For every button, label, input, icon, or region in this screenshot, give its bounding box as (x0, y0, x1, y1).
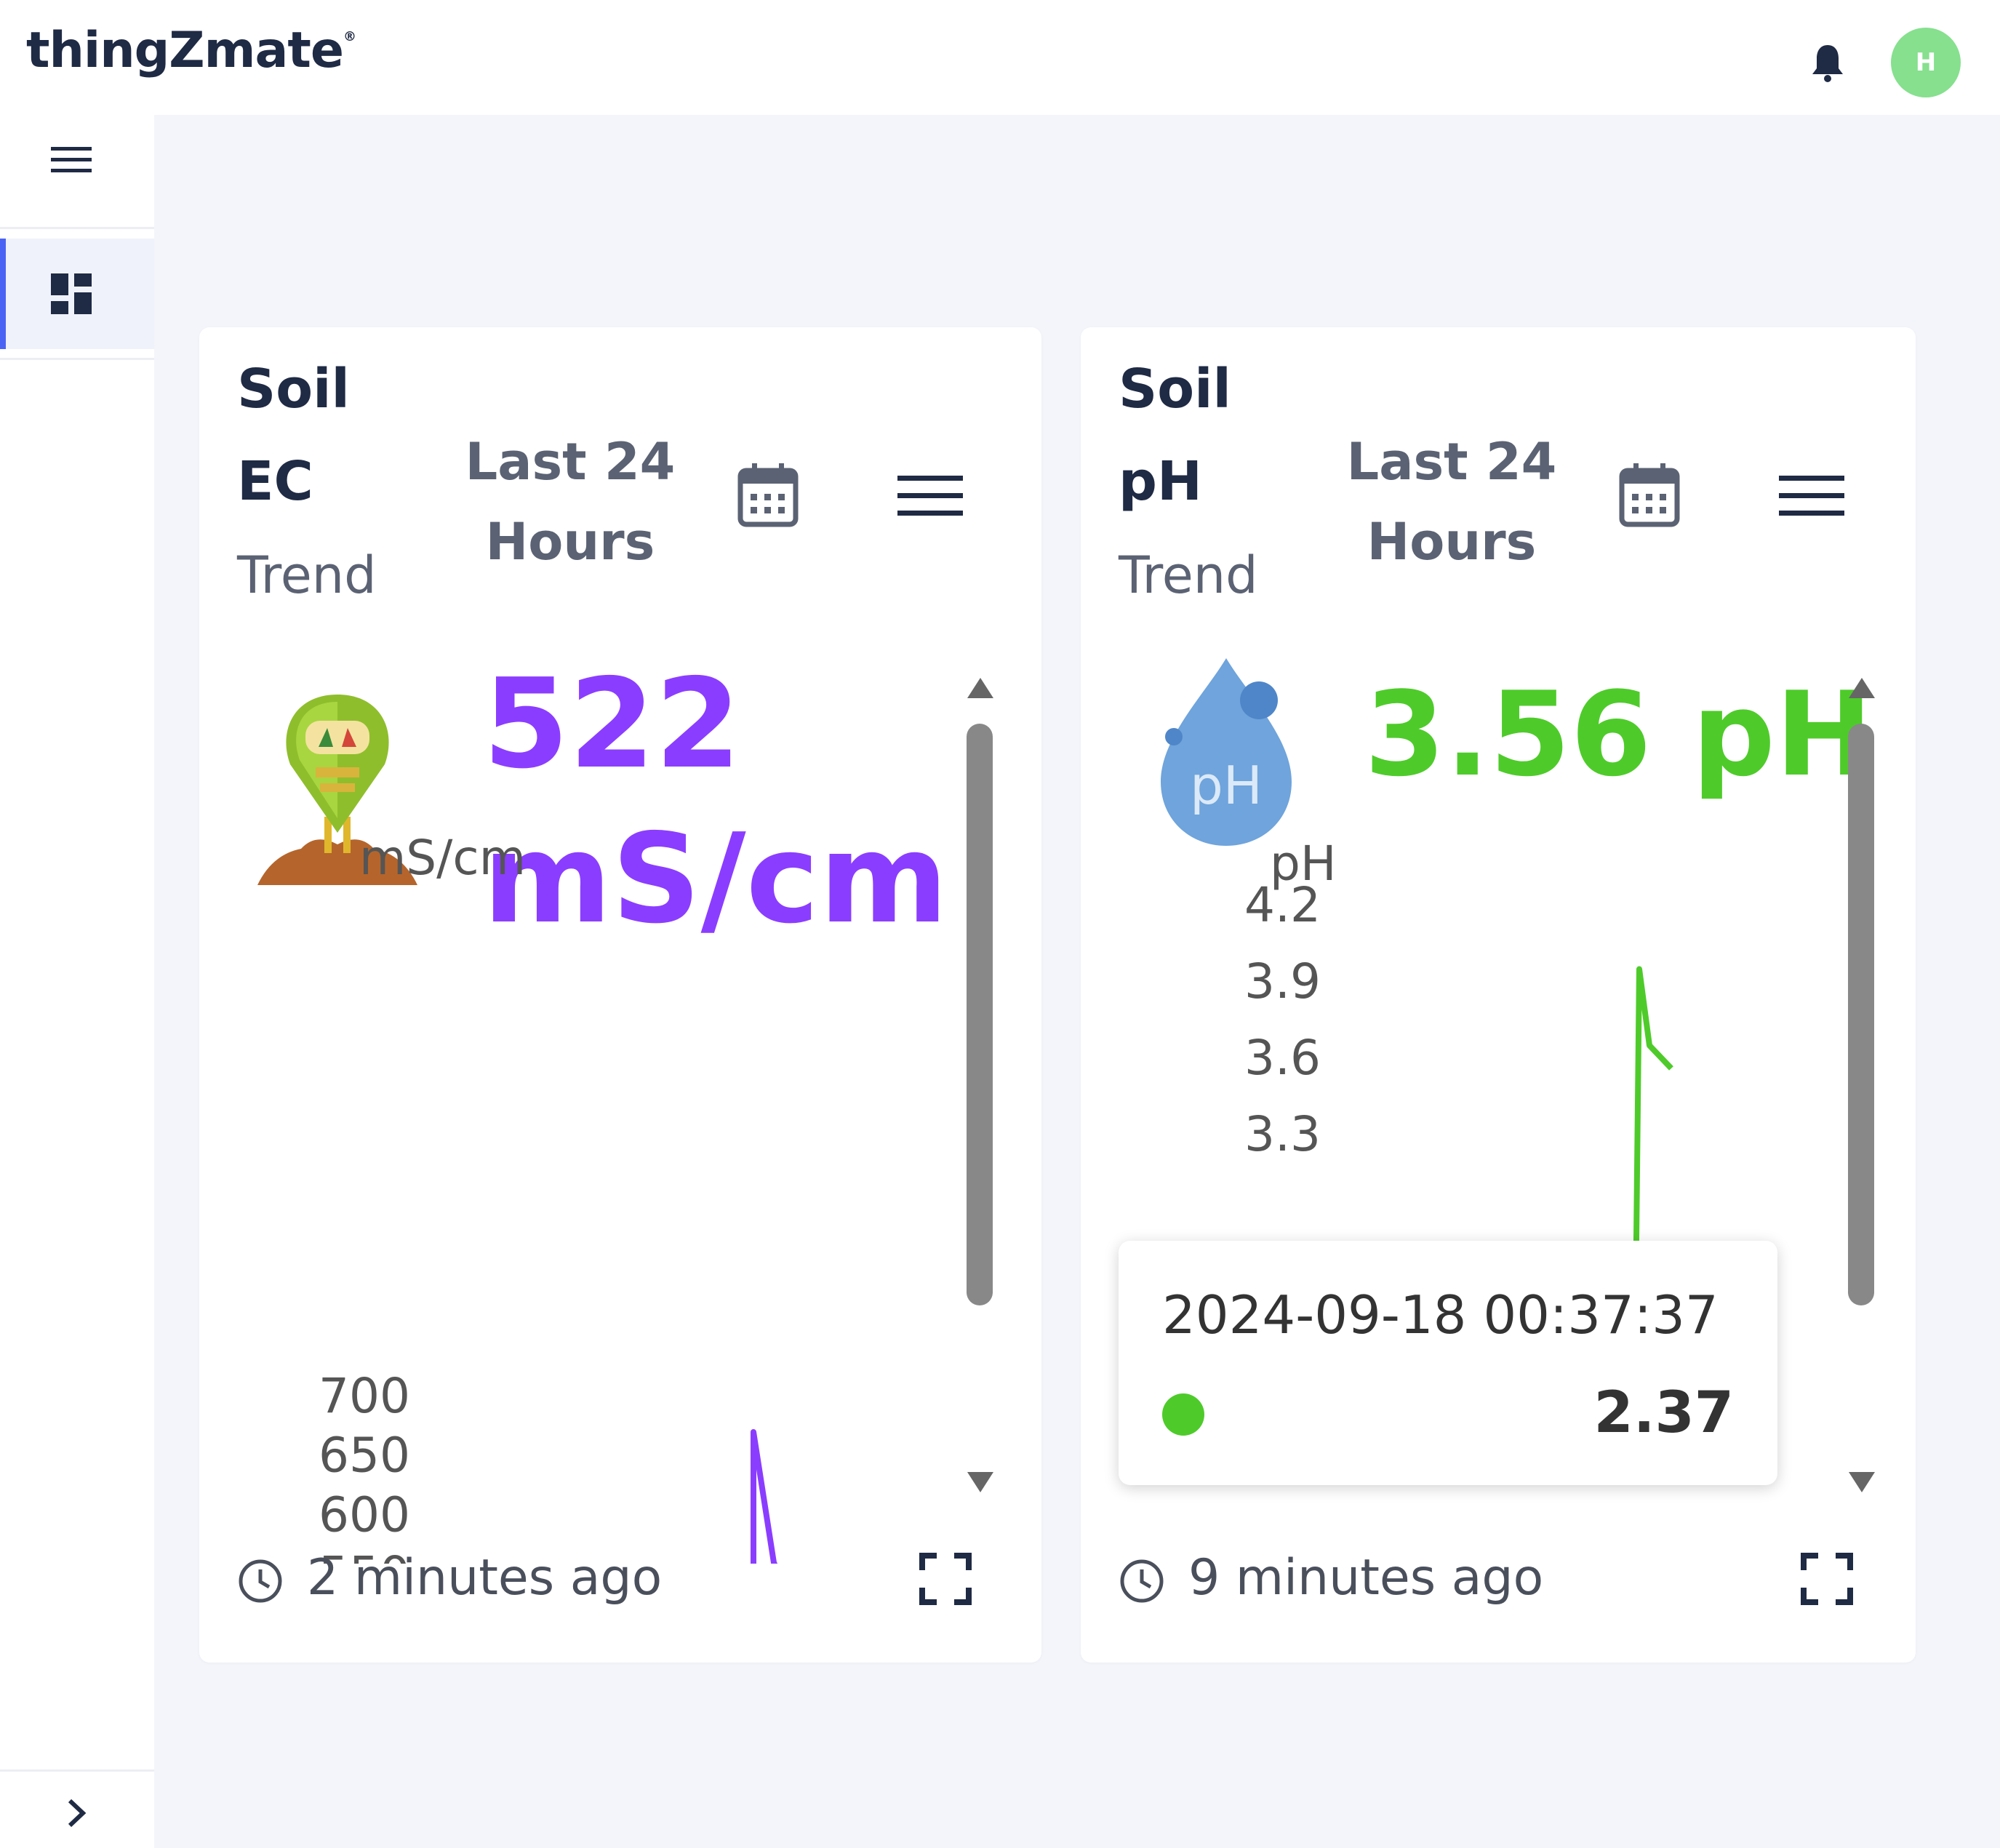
y-axis-label: pH (1270, 836, 1337, 892)
calendar-icon[interactable] (737, 462, 799, 527)
chevron-right-icon[interactable] (64, 1795, 90, 1831)
sidebar-item-dashboard[interactable] (0, 239, 154, 349)
y-tick-label: 3.9 (1244, 953, 1321, 1009)
clock-icon (239, 1559, 282, 1603)
scroll-up-arrow[interactable] (1846, 675, 1878, 701)
time-range-label[interactable]: Last 24 Hours (1346, 432, 1557, 572)
y-tick-label: 550 (319, 1546, 410, 1564)
scrollbar-thumb[interactable] (967, 724, 993, 1305)
sidebar (0, 115, 154, 1848)
y-tick-label: 4.2 (1244, 877, 1321, 933)
y-axis-label: mS/cm (359, 836, 526, 886)
hamburger-icon[interactable] (1779, 473, 1844, 519)
fullscreen-icon[interactable] (919, 1553, 972, 1605)
divider (0, 358, 154, 360)
fullscreen-icon[interactable] (1801, 1553, 1853, 1605)
svg-text:pH: pH (1190, 755, 1263, 816)
series-line (751, 1429, 778, 1564)
hamburger-icon[interactable] (897, 473, 963, 519)
chart-tooltip: 2024-09-18 00:37:37 2.37 (1119, 1241, 1777, 1485)
app-logo[interactable]: thingZmate® (26, 22, 356, 79)
water-drop-icon: pH (1161, 658, 1292, 846)
last-updated: 2 minutes ago (307, 1549, 663, 1607)
clock-icon (1120, 1559, 1164, 1603)
bell-icon[interactable] (1809, 42, 1846, 83)
card-title-line: Trend (1119, 545, 1258, 605)
hamburger-icon[interactable] (51, 144, 92, 176)
card-title-line: EC (237, 450, 313, 513)
y-tick-label: 700 (319, 1368, 410, 1424)
series-marker (1162, 1393, 1204, 1436)
dashboard-grid-icon (51, 273, 92, 314)
current-value: 522 mS/cm (483, 652, 948, 951)
card-title-line: Soil (237, 358, 350, 420)
card-title-line: Trend (237, 545, 377, 605)
time-range-label[interactable]: Last 24 Hours (465, 432, 676, 572)
soil-sensor-icon (257, 695, 417, 885)
widget-card-soil-ec: Soil EC Trend Last 24 Hours 522 mS/cm (199, 327, 1041, 1663)
calendar-icon[interactable] (1619, 462, 1680, 527)
divider (0, 227, 154, 229)
scrollbar-thumb[interactable] (1848, 724, 1874, 1305)
scroll-up-arrow[interactable] (964, 675, 996, 701)
current-value: 3.56 pH (1364, 666, 1873, 802)
scroll-down-arrow[interactable] (1846, 1469, 1878, 1495)
ec-trend-chart[interactable]: mS/cm700650600550500450400 (199, 836, 956, 1564)
tooltip-timestamp: 2024-09-18 00:37:37 (1162, 1284, 1719, 1345)
card-title-line: Soil (1119, 358, 1231, 420)
y-tick-label: 600 (319, 1487, 410, 1543)
widget-card-soil-ph: Soil pH Trend Last 24 Hours pH 3.56 pH p… (1081, 327, 1916, 1663)
y-tick-label: 3.3 (1244, 1106, 1321, 1162)
active-indicator (0, 239, 6, 349)
tooltip-value: 2.37 (1593, 1380, 1734, 1446)
top-bar: thingZmate® H (0, 0, 2000, 115)
user-avatar[interactable]: H (1891, 28, 1961, 97)
card-title-line: pH (1119, 450, 1202, 513)
y-tick-label: 650 (319, 1428, 410, 1484)
divider (0, 1769, 154, 1772)
last-updated: 9 minutes ago (1188, 1549, 1544, 1607)
series-line (1632, 966, 1673, 1372)
scroll-down-arrow[interactable] (964, 1469, 996, 1495)
y-tick-label: 3.6 (1244, 1030, 1321, 1086)
